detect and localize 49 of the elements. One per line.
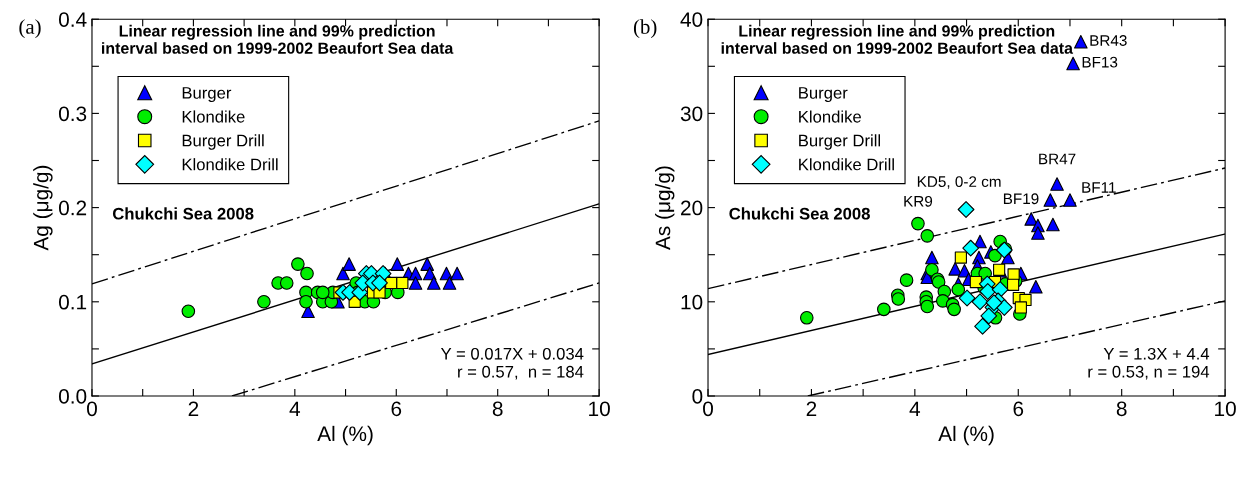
y-tick-label: 0.0: [58, 389, 87, 404]
annotation: KD5, 0-2 cm: [917, 176, 1001, 189]
legend-label: Klondike: [799, 110, 861, 123]
annotation: Y = 0.017X + 0.034 r = 0.57, n = 184: [440, 347, 584, 380]
x-tick-label: 10: [1215, 401, 1236, 417]
x-tick-label: 2: [806, 401, 817, 416]
chart-title: (b): [633, 19, 657, 39]
x-axis-title: Al (%): [938, 425, 994, 446]
y-tick-label: 0.1: [58, 294, 87, 310]
x-axis-title: Al (%): [317, 425, 373, 446]
x-tick-label: 4: [909, 401, 921, 416]
x-tick-label: 0: [87, 401, 97, 417]
annotation: Y = 1.3X + 4.4 r = 0.53, n = 194: [1088, 347, 1210, 380]
y-tick-label: 30: [680, 106, 703, 122]
y-axis-title: As (μg/g): [655, 166, 675, 251]
x-tick-label: 4: [289, 401, 301, 416]
annotation: Chukchi Sea 2008: [729, 207, 870, 220]
legend-label: Burger Drill: [182, 134, 264, 150]
legend-label: Klondike Drill: [799, 158, 894, 171]
annotation: Linear regression line and 99% prediction interval based on 1999-2002 Beaufort Sea data: [721, 24, 1074, 54]
y-axis-title: Ag (μg/g): [33, 165, 53, 251]
y-tick-label: 10: [681, 294, 703, 310]
annotation: BF13: [1082, 56, 1118, 68]
chart-title: (a): [19, 19, 41, 39]
annotation: Linear regression line and 99% prediction interval based on 1999-2002 Beaufort Sea data: [102, 24, 454, 54]
annotation: Chukchi Sea 2008: [112, 207, 254, 220]
annotation: BR43: [1090, 35, 1127, 46]
annotation: BF11: [1082, 182, 1116, 193]
x-tick-label: 8: [1116, 401, 1127, 417]
y-tick-label: 40: [680, 12, 703, 27]
legend-label: Klondike Drill: [182, 158, 278, 171]
y-tick-label: 0: [692, 389, 703, 404]
y-tick-label: 0.3: [58, 106, 87, 122]
legend-label: Burger: [182, 87, 232, 103]
x-tick-label: 8: [492, 401, 503, 417]
y-tick-label: 0.4: [58, 12, 87, 27]
annotation: KR9: [904, 195, 933, 207]
x-tick-label: 6: [391, 401, 402, 417]
x-tick-label: 6: [1013, 401, 1024, 417]
y-tick-label: 0.2: [58, 200, 87, 216]
annotation: BF19: [1003, 193, 1039, 205]
legend-label: Klondike: [182, 110, 245, 123]
x-tick-label: 2: [188, 401, 199, 416]
y-tick-label: 20: [681, 200, 703, 216]
legend-label: Burger Drill: [799, 134, 881, 150]
x-tick-label: 0: [703, 401, 713, 417]
legend-label: Burger: [799, 87, 848, 103]
annotation: BR47: [1039, 153, 1076, 165]
x-tick-label: 10: [589, 401, 610, 417]
